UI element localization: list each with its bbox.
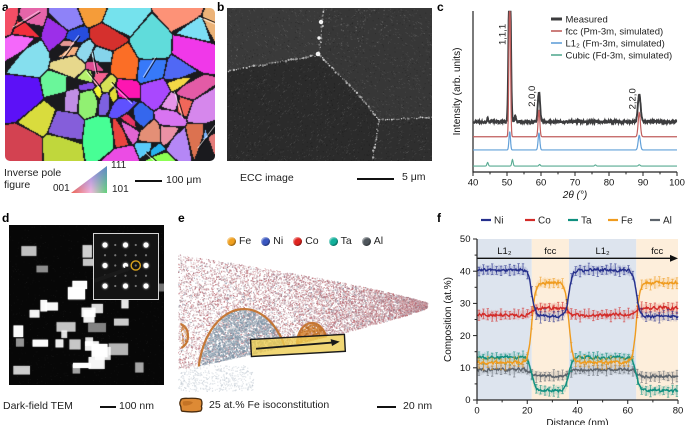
scale-bar-label: 5 μm — [402, 171, 426, 183]
svg-text:Co: Co — [538, 216, 551, 227]
scale-bar — [377, 406, 396, 408]
ebsd-inverse-pole-figure-map — [5, 8, 215, 161]
scale-bar-label: 100 nm — [119, 400, 155, 412]
svg-text:Al: Al — [663, 216, 672, 227]
panel-b-label: b — [217, 0, 225, 14]
legend-item-ni: Ni — [261, 235, 283, 247]
svg-text:2,2,0: 2,2,0 — [627, 88, 638, 109]
panel-c-label: c — [437, 0, 444, 14]
ipf-caption: Inverse pole figure — [4, 167, 62, 192]
panel-e-label: e — [178, 211, 185, 225]
diffraction-inset — [93, 233, 159, 300]
svg-text:80: 80 — [604, 178, 615, 189]
svg-text:70: 70 — [570, 178, 581, 189]
svg-text:80: 80 — [673, 406, 684, 417]
svg-text:20: 20 — [522, 406, 533, 417]
panel-f-label: f — [437, 211, 441, 225]
apt-tip-reconstruction — [178, 247, 430, 392]
svg-text:50: 50 — [460, 234, 471, 245]
panel-d-label: d — [2, 211, 10, 225]
svg-text:40: 40 — [460, 266, 471, 277]
svg-text:10: 10 — [460, 363, 471, 374]
svg-text:1,1,1: 1,1,1 — [498, 24, 509, 45]
svg-text:Fe: Fe — [621, 216, 633, 227]
svg-text:30: 30 — [460, 299, 471, 310]
svg-text:40: 40 — [468, 178, 479, 189]
svg-text:Composition (at.%): Composition (at.%) — [443, 277, 454, 362]
ecc-caption: ECC image — [240, 172, 294, 184]
scale-bar — [100, 406, 116, 408]
scale-bar — [135, 180, 162, 182]
svg-text:Ni: Ni — [494, 216, 503, 227]
al-dot-icon — [361, 236, 371, 246]
fe-dot-icon — [227, 236, 236, 246]
scale-bar-label: 100 μm — [166, 174, 202, 186]
svg-text:40: 40 — [572, 406, 583, 417]
legend-item-al: Al — [361, 235, 383, 247]
svg-text:50: 50 — [502, 178, 513, 189]
ta-dot-icon — [328, 236, 338, 246]
svg-text:20: 20 — [460, 331, 471, 342]
svg-text:0: 0 — [465, 395, 470, 406]
svg-text:Ta: Ta — [581, 216, 592, 227]
svg-text:100: 100 — [669, 178, 685, 189]
svg-text:fcc: fcc — [651, 246, 663, 257]
diffraction-pattern — [94, 234, 158, 299]
scale-bar-label: 20 nm — [403, 400, 433, 412]
ipf-corner-001: 001 — [53, 183, 70, 194]
legend-item-co: Co — [293, 235, 319, 247]
ipf-color-triangle — [71, 166, 107, 193]
ipf-corner-111: 111 — [111, 160, 127, 171]
svg-text:0: 0 — [474, 406, 479, 417]
tem-caption: Dark-field TEM — [3, 400, 73, 412]
svg-text:2,0,0: 2,0,0 — [527, 86, 538, 107]
ecc-image — [227, 8, 432, 161]
svg-text:L1₂: L1₂ — [595, 246, 610, 257]
isosurface-caption: 25 at.% Fe isoconstitution — [209, 399, 330, 411]
scale-bar — [357, 178, 394, 180]
svg-text:90: 90 — [638, 178, 649, 189]
svg-text:Measured: Measured — [566, 14, 608, 25]
svg-text:Intensity (arb. units): Intensity (arb. units) — [452, 48, 463, 136]
svg-text:60: 60 — [622, 406, 633, 417]
legend-item-fe: Fe — [227, 235, 251, 247]
apt-legend: Fe Ni Co Ta Al — [227, 235, 383, 247]
panel-a-label: a — [2, 0, 9, 14]
svg-text:L1₂ (Fm-3m, simulated): L1₂ (Fm-3m, simulated) — [566, 38, 665, 49]
svg-text:60: 60 — [536, 178, 547, 189]
svg-text:fcc (Pm-3m, simulated): fcc (Pm-3m, simulated) — [566, 26, 664, 37]
ipf-corner-101: 101 — [112, 184, 129, 195]
legend-item-ta: Ta — [328, 235, 352, 247]
svg-text:Distance (nm): Distance (nm) — [546, 418, 608, 425]
svg-text:Cubic (Fd-3m, simulated): Cubic (Fd-3m, simulated) — [566, 50, 673, 61]
svg-text:L1₂: L1₂ — [497, 246, 512, 257]
isosurface-icon — [179, 397, 203, 413]
composition-profile-chart: L1₂ fcc L1₂ fcc 0 20 40 60 80 0 10 20 30 40 50 Distance… — [443, 216, 684, 425]
svg-text:2θ (°): 2θ (°) — [562, 190, 587, 201]
ni-dot-icon — [261, 236, 271, 246]
co-dot-icon — [293, 236, 303, 246]
xrd-chart: 40 50 60 70 80 90 100 2θ (°) Intensity (arb. uni… — [452, 10, 685, 201]
svg-text:fcc: fcc — [544, 246, 556, 257]
